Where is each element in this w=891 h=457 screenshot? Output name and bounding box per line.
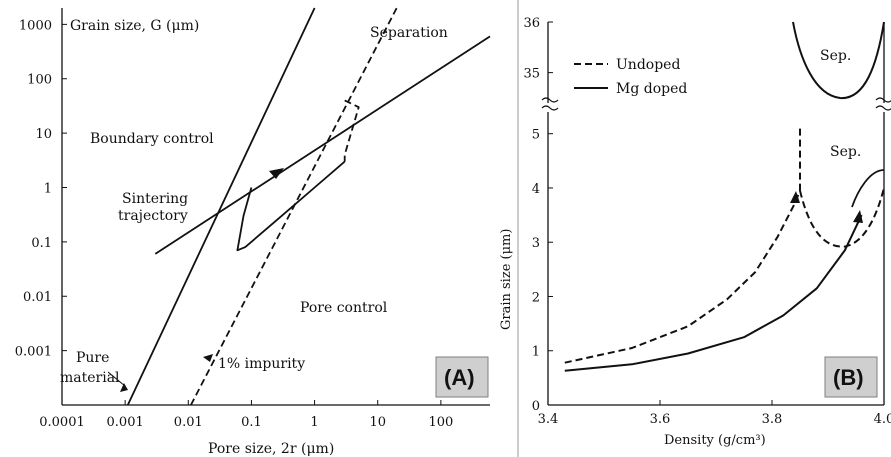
- panel-b-x-tick-label: 3.8: [762, 412, 783, 427]
- panel-b-tag: (B): [833, 365, 864, 390]
- panel-a-y-tick-label: 1000: [19, 18, 52, 33]
- annotation-pure-1: Pure: [76, 350, 109, 366]
- panel-b-y-tick-label: 3: [532, 236, 540, 251]
- annotation-trajectory-1: Sintering: [122, 191, 188, 207]
- separation-boundary-lower-right: [851, 169, 885, 208]
- panel-a-y-tick-label: 0.01: [23, 290, 52, 305]
- panel-a-x-tick-label: 10: [369, 415, 386, 430]
- trajectory-arrowhead: [269, 168, 284, 179]
- pure-material-leader: [107, 371, 126, 387]
- panel-a-x-title: Pore size, 2r (μm): [208, 441, 334, 457]
- undoped-separation-branch: [799, 187, 885, 248]
- panel-a-y-tick-label: 0.001: [15, 345, 52, 360]
- panel-b-ticks: 3.4 3.6 3.8 4.0 0 1 2 3 4 5 35 36: [523, 16, 891, 427]
- panel-b-break-right-2: [875, 105, 891, 111]
- panel-b-series: [564, 125, 885, 372]
- panel-a-y-tick-label: 10: [35, 127, 52, 142]
- panel-b-y-tick-label: 2: [532, 290, 540, 305]
- panel-b-y-tick-upper-label: 36: [523, 16, 540, 31]
- panel-a-tag-box: [435, 356, 489, 398]
- legend-undoped-label: Undoped: [616, 57, 680, 73]
- panel-b-y-tick-label: 4: [532, 182, 540, 197]
- panel-b-x-tick-label: 3.4: [538, 412, 559, 427]
- annotation-boundary-control: Boundary control: [90, 131, 214, 147]
- panel-a-series-4: [343, 99, 360, 162]
- panel-a-x-tick-label: 100: [428, 415, 453, 430]
- panel-b-break-left-1: [541, 97, 559, 103]
- panel-b-y-tick-label: 0: [532, 399, 540, 414]
- panel-a-ticks: 0.0001 0.001 0.01 0.1 1 10 100 1000 100 10 1 0.1 0.0…: [15, 18, 453, 430]
- annotation-impurity: 1% impurity: [218, 356, 305, 372]
- panel-b-y-title: Grain size (μm): [499, 229, 514, 330]
- panel-b-break-left-2: [541, 105, 559, 111]
- panel-b-break-right-1: [875, 97, 891, 103]
- panel-b-x-title: Density (g/cm³): [664, 433, 766, 448]
- panel-a-series: [126, 7, 491, 406]
- panel-a-y-tick-label: 0.1: [31, 236, 52, 251]
- panel-b-x-tick-label: 3.6: [650, 412, 671, 427]
- panel-b-series-mg-doped: [564, 214, 863, 372]
- panel-a-y-title: Grain size, G (μm): [70, 18, 199, 34]
- panel-a-y-tick-label: 100: [27, 73, 52, 88]
- panel-a-x-tick-label: 0.01: [174, 415, 203, 430]
- panel-a: 0.0001 0.001 0.01 0.1 1 10 100 1000 100 10 1 0.1 0.0…: [15, 7, 491, 457]
- annotation-trajectory-2: trajectory: [118, 208, 188, 224]
- legend-mg-doped-label: Mg doped: [616, 81, 687, 97]
- panel-a-series-3: [236, 160, 346, 252]
- panel-b-series-undoped: [564, 190, 801, 364]
- panel-a-series-1: [154, 35, 491, 255]
- undoped-arrowhead: [790, 191, 800, 203]
- annotation-separation: Separation: [370, 25, 448, 41]
- mg-doped-arrowhead: [853, 210, 863, 223]
- panel-b-y-tick-upper-label: 35: [523, 67, 540, 82]
- panel-a-x-tick-label: 0.001: [107, 415, 144, 430]
- impurity-pointer: [203, 354, 213, 362]
- panel-a-x-tick-label: 1: [310, 415, 318, 430]
- panel-a-tag: (A): [444, 365, 475, 390]
- annotation-pure-2: material: [60, 370, 120, 386]
- annotation-pore-control: Pore control: [300, 300, 388, 316]
- panel-a-series-0: [126, 7, 316, 406]
- panel-b-y-tick-label: 5: [532, 128, 540, 143]
- panel-a-x-tick-label: 0.0001: [39, 415, 85, 430]
- pure-material-pointer: [120, 383, 128, 392]
- panel-b-x-tick-label: 4.0: [874, 412, 891, 427]
- annotation-sep-upper: Sep.: [820, 48, 851, 64]
- annotation-sep-lower: Sep.: [830, 144, 861, 160]
- panel-a-x-tick-label: 0.1: [241, 415, 262, 430]
- panel-a-y-tick-label: 1: [44, 181, 52, 196]
- separation-boundary-upper: [792, 21, 885, 100]
- panel-b-y-tick-label: 1: [532, 345, 540, 360]
- panel-b-tag-box: [824, 356, 878, 398]
